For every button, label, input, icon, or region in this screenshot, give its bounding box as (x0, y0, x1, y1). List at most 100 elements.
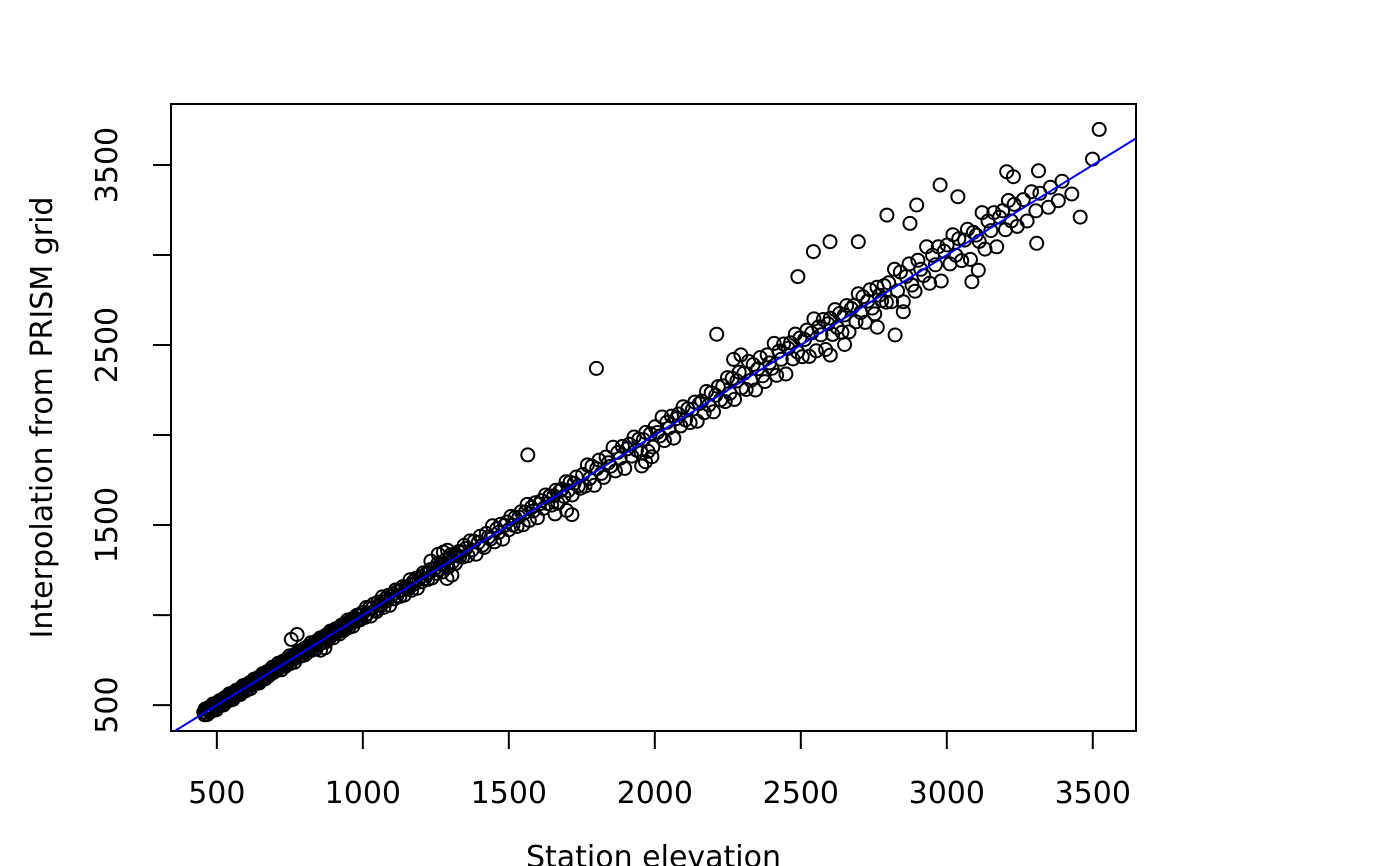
data-point (932, 177, 948, 193)
data-point (910, 252, 926, 268)
y-tick-label: 500 (90, 676, 125, 733)
data-point (815, 312, 831, 327)
data-point (706, 404, 721, 420)
data-point (907, 283, 923, 299)
x-axis-ticks (215, 731, 1094, 749)
data-point (778, 366, 794, 382)
y-axis-title: Interpolation from PRISM grid (25, 197, 60, 639)
data-point (1031, 163, 1046, 179)
data-point (822, 310, 838, 326)
data-point (1064, 186, 1080, 202)
data-point (879, 207, 895, 223)
data-point (895, 294, 911, 310)
data-point (773, 351, 789, 367)
x-tick-label: 3500 (1055, 776, 1131, 811)
data-point (848, 314, 864, 330)
data-point (970, 262, 986, 278)
data-point (822, 347, 838, 363)
data-point (1050, 193, 1066, 209)
data-point (1054, 173, 1070, 189)
data-point (696, 405, 712, 421)
data-point (1028, 203, 1044, 219)
data-point (989, 239, 1005, 255)
data-point (950, 189, 966, 205)
data-point (887, 327, 903, 343)
x-axis-title: Station elevation (526, 840, 781, 866)
x-tick-label: 3000 (909, 776, 985, 811)
data-point (850, 234, 866, 250)
y-axis-tick-labels: 500 1500 2500 3500 (90, 127, 125, 734)
data-point (822, 234, 838, 250)
data-point (656, 433, 672, 449)
data-point (869, 319, 885, 335)
data-point (1005, 169, 1021, 185)
data-point (794, 349, 810, 365)
x-tick-label: 2500 (763, 776, 839, 811)
data-point (951, 231, 967, 247)
data-point (607, 463, 623, 479)
data-point (909, 197, 925, 213)
y-axis-ticks (153, 164, 171, 707)
data-point (902, 215, 918, 231)
data-point (790, 269, 806, 285)
data-point (837, 337, 853, 352)
data-point (1091, 121, 1107, 137)
plot-border (170, 103, 1137, 732)
data-point (964, 274, 980, 290)
x-tick-label: 500 (188, 776, 245, 811)
data-point (588, 360, 604, 376)
data-point (596, 469, 612, 485)
x-tick-label: 1000 (325, 776, 401, 811)
y-tick-label: 3500 (90, 127, 125, 203)
data-point (962, 251, 978, 267)
data-point (644, 449, 660, 465)
data-point (1006, 196, 1022, 212)
data-point (806, 311, 822, 327)
data-point (748, 382, 763, 398)
x-tick-label: 2000 (617, 776, 693, 811)
data-point (841, 324, 857, 340)
data-point (927, 257, 943, 273)
data-point (726, 351, 742, 367)
data-point (769, 367, 785, 383)
data-point (766, 335, 782, 351)
data-point (1019, 213, 1035, 229)
data-point (586, 477, 602, 493)
data-point (1015, 192, 1031, 208)
data-point (709, 326, 725, 342)
data-point (1024, 184, 1039, 200)
data-point (289, 627, 305, 642)
data-point (776, 336, 792, 352)
data-point (933, 273, 949, 289)
data-point (881, 275, 897, 291)
data-point (983, 223, 999, 239)
identity-reference-line (174, 137, 1137, 732)
data-point (878, 294, 894, 310)
data-point (564, 507, 580, 523)
data-point (783, 335, 799, 351)
data-point (634, 458, 650, 474)
data-point (895, 304, 911, 320)
data-point (1029, 235, 1045, 251)
data-point (1072, 209, 1088, 225)
data-point (617, 460, 633, 476)
data-point (954, 253, 970, 269)
data-point (666, 430, 682, 446)
data-point (577, 478, 593, 494)
data-points (196, 121, 1107, 723)
x-axis-tick-labels: 500 1000 1500 2000 2500 3000 3500 (188, 776, 1131, 811)
x-tick-label: 1500 (471, 776, 547, 811)
data-point (808, 343, 824, 359)
data-point (813, 327, 829, 343)
y-tick-label: 1500 (90, 487, 125, 563)
data-point (738, 382, 754, 397)
data-point (727, 391, 742, 407)
y-tick-label: 2500 (90, 307, 125, 383)
data-point (717, 394, 733, 410)
data-point (757, 374, 773, 390)
data-point (520, 447, 536, 463)
data-point (1085, 151, 1100, 167)
data-point (645, 439, 661, 455)
